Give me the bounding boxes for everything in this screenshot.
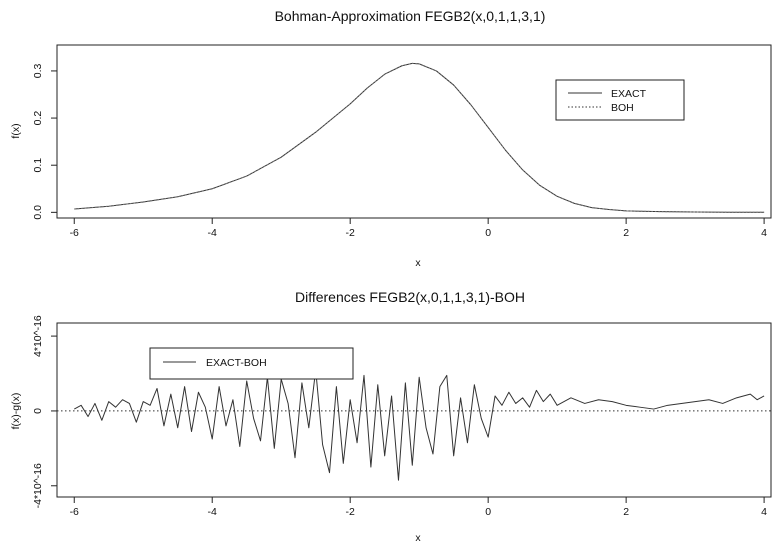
x-tick-label: 2 <box>623 506 629 518</box>
series-line-exact-boh <box>74 369 765 481</box>
x-tick-label: -4 <box>208 506 217 518</box>
difference-plot-title: Differences FEGB2(x,0,1,1,3,1)-BOH <box>295 289 525 305</box>
x-tick-label: 4 <box>761 227 767 239</box>
difference-plot-xlabel: x <box>415 532 421 542</box>
x-tick-label: 2 <box>623 227 629 239</box>
density-plot-xlabel: x <box>415 257 421 269</box>
density-plot-xaxis: -6 -4 -2 0 2 4 <box>70 218 767 239</box>
density-plot-frame <box>56 44 772 219</box>
density-plot-legend: EXACT BOH <box>555 79 685 121</box>
y-tick-label: 4*10^-16 <box>32 315 44 357</box>
x-tick-label: -4 <box>208 227 217 239</box>
x-tick-label: -2 <box>346 227 355 239</box>
x-tick-label: 4 <box>761 506 767 518</box>
difference-legend-box <box>149 347 354 380</box>
density-legend-box <box>555 79 685 121</box>
y-tick-label: 0.0 <box>32 205 44 220</box>
difference-plot-legend: EXACT-BOH <box>149 347 354 380</box>
x-tick-label: -6 <box>70 227 79 239</box>
legend-label-exact-boh: EXACT-BOH <box>206 357 267 369</box>
difference-plot-series <box>74 369 765 481</box>
x-tick-label: -2 <box>346 506 355 518</box>
density-plot-ylabel: f(x) <box>10 123 22 138</box>
density-plot-series <box>74 62 765 213</box>
y-tick-label: 0.1 <box>32 158 44 173</box>
x-tick-label: -6 <box>70 506 79 518</box>
x-tick-label: 0 <box>485 227 491 239</box>
y-tick-label: 0.2 <box>32 111 44 126</box>
legend-label-boh: BOH <box>611 102 634 114</box>
series-line-exact <box>74 62 765 213</box>
y-tick-label: -4*10^-16 <box>32 463 44 508</box>
legend-label-exact: EXACT <box>611 88 647 100</box>
density-plot-title: Bohman-Approximation FEGB2(x,0,1,1,3,1) <box>275 8 546 24</box>
difference-plot-xaxis: -6 -4 -2 0 2 4 <box>70 497 767 518</box>
difference-plot-ylabel: f(x)-g(x) <box>10 393 22 430</box>
x-tick-label: 0 <box>485 506 491 518</box>
y-tick-label: 0 <box>32 408 44 414</box>
density-plot-yaxis: 0.0 0.1 0.2 0.3 <box>32 63 57 220</box>
y-tick-label: 0.3 <box>32 63 44 78</box>
difference-plot-panel: Differences FEGB2(x,0,1,1,3,1)-BOH x f(x… <box>10 289 772 542</box>
density-plot-panel: Bohman-Approximation FEGB2(x,0,1,1,3,1) … <box>10 8 772 269</box>
difference-plot-frame <box>56 322 772 498</box>
difference-plot-yaxis: -4*10^-16 0 4*10^-16 <box>32 315 57 508</box>
